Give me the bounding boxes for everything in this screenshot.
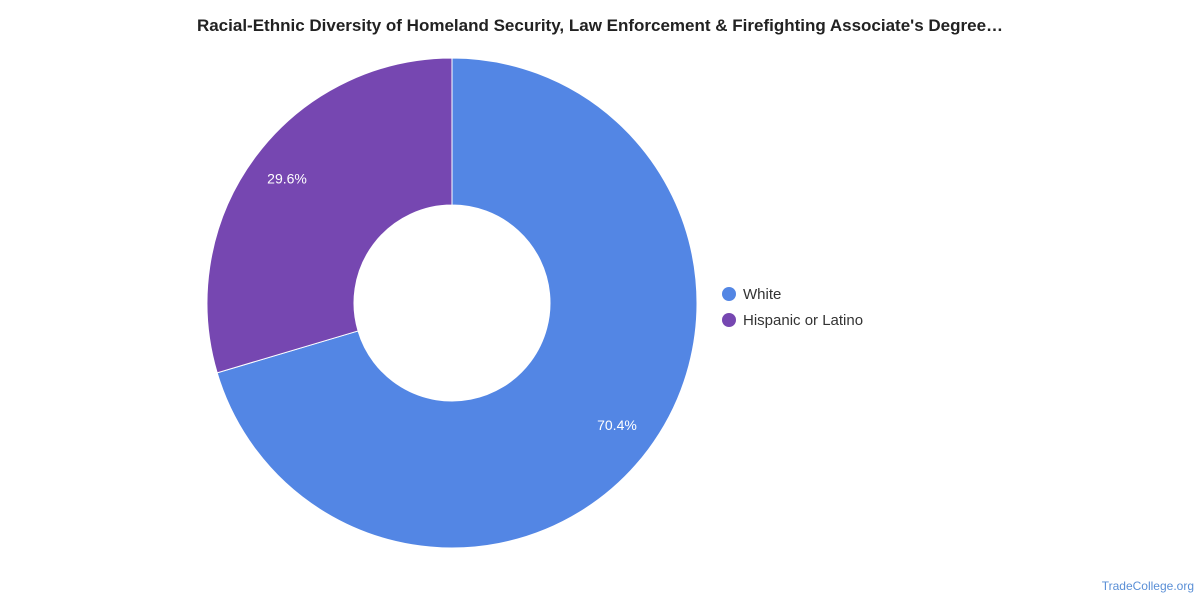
source-credit[interactable]: TradeCollege.org [1101, 579, 1194, 593]
legend-label-white: White [743, 285, 782, 303]
slice-label-white: 70.4% [597, 417, 637, 433]
legend-swatch-hispanic-or-latino [722, 313, 736, 327]
chart-title: Racial-Ethnic Diversity of Homeland Secu… [196, 16, 1004, 35]
slice-label-hispanic-or-latino: 29.6% [267, 171, 307, 187]
legend-item-hispanic-or-latino[interactable]: Hispanic or Latino [722, 307, 863, 333]
chart-legend: White Hispanic or Latino [722, 281, 863, 333]
slice-white[interactable] [216, 57, 698, 549]
legend-swatch-white [722, 287, 736, 301]
legend-item-white[interactable]: White [722, 281, 863, 307]
slice-hispanic-or-latino[interactable] [206, 57, 453, 374]
legend-label-hispanic-or-latino: Hispanic or Latino [743, 311, 864, 329]
